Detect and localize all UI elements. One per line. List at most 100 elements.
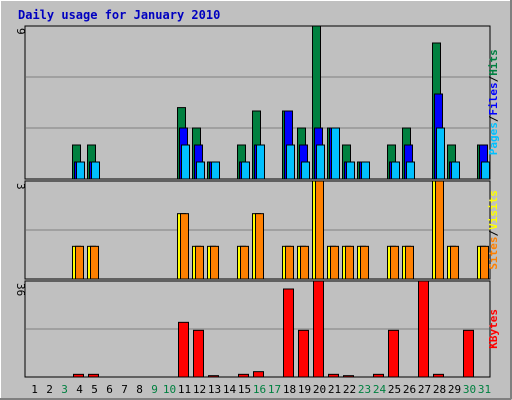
- x-tick-label: 26: [403, 383, 416, 396]
- pages-bar: [196, 161, 205, 180]
- pages-bar: [241, 161, 250, 180]
- pages-bar: [436, 127, 445, 180]
- sites-bar: [390, 245, 399, 280]
- pages-bar: [346, 161, 355, 180]
- ylabel-part: /: [487, 229, 500, 236]
- ylabel-part: /: [487, 75, 500, 82]
- pages-bar: [286, 144, 295, 180]
- pages-bar: [181, 144, 190, 180]
- ylabel-sites-visits: Sites/Visits: [487, 190, 500, 270]
- pages-bar: [361, 161, 370, 180]
- pages-bar: [256, 144, 265, 180]
- ymax-label-hits-files-pages: 9: [14, 28, 27, 35]
- x-tick-label: 15: [238, 383, 251, 396]
- kbytes-bar: [238, 373, 249, 378]
- sites-bar: [300, 245, 309, 280]
- x-tick-label: 21: [328, 383, 341, 396]
- pages-bar: [211, 161, 220, 180]
- x-tick-label: 4: [76, 383, 83, 396]
- x-tick-label: 8: [136, 383, 143, 396]
- kbytes-bar: [73, 373, 84, 378]
- ylabel-part: Hits: [487, 49, 500, 76]
- ylabel-part: Files: [487, 82, 500, 115]
- x-tick-label: 27: [418, 383, 431, 396]
- kbytes-bar: [418, 280, 429, 378]
- kbytes-bar: [433, 373, 444, 378]
- kbytes-bar: [193, 329, 204, 378]
- x-tick-label: 30: [463, 383, 476, 396]
- x-tick-label: 12: [193, 383, 206, 396]
- sites-bar: [405, 245, 414, 280]
- ylabel-hits-files-pages: Pages/Files/Hits: [487, 49, 500, 155]
- x-tick-label: 10: [163, 383, 176, 396]
- kbytes-bar: [88, 373, 99, 378]
- x-tick-label: 9: [151, 383, 158, 396]
- x-tick-label: 17: [268, 383, 281, 396]
- sites-bar: [330, 245, 339, 280]
- pages-bar: [91, 161, 100, 180]
- pages-bar: [451, 161, 460, 180]
- sites-bar: [240, 245, 249, 280]
- pages-bar: [481, 161, 490, 180]
- x-tick-label: 3: [61, 383, 68, 396]
- x-tick-label: 31: [478, 383, 491, 396]
- pages-bar: [316, 144, 325, 180]
- pages-bar: [331, 127, 340, 180]
- sites-bar: [435, 180, 444, 280]
- kbytes-bar: [283, 288, 294, 378]
- sites-bar: [180, 213, 189, 280]
- kbytes-bar: [298, 329, 309, 378]
- x-tick-label: 19: [298, 383, 311, 396]
- x-tick-label: 13: [208, 383, 221, 396]
- kbytes-bar: [253, 371, 264, 378]
- ylabel-part: Visits: [487, 190, 500, 230]
- ylabel-part: Sites: [487, 236, 500, 269]
- x-tick-label: 25: [388, 383, 401, 396]
- kbytes-bar: [373, 373, 384, 378]
- x-tick-label: 22: [343, 383, 356, 396]
- pages-bar: [76, 161, 85, 180]
- ylabel-part: /: [487, 115, 500, 122]
- sites-bar: [195, 245, 204, 280]
- kbytes-bar: [208, 375, 219, 378]
- sites-bar: [285, 245, 294, 280]
- sites-bar: [360, 245, 369, 280]
- ylabel-kbytes: KBytes: [487, 309, 500, 349]
- pages-bar: [391, 161, 400, 180]
- pages-bar: [301, 161, 310, 180]
- x-tick-label: 20: [313, 383, 326, 396]
- ymax-label-kbytes: 36: [14, 283, 27, 296]
- x-tick-label: 16: [253, 383, 266, 396]
- x-tick-label: 24: [373, 383, 387, 396]
- x-tick-label: 18: [283, 383, 296, 396]
- x-axis-labels: 1 2 3 4 5 6 7 8 9 10 11 12 13 14 15 16 17 18 19 20 21 22 23 24 2…: [31, 383, 491, 396]
- kbytes-bar: [343, 375, 354, 378]
- x-tick-label: 2: [46, 383, 53, 396]
- x-tick-label: 14: [223, 383, 237, 396]
- x-tick-label: 1: [31, 383, 38, 396]
- pages-bar: [406, 161, 415, 180]
- sites-bar: [90, 245, 99, 280]
- sites-bar: [480, 245, 489, 280]
- x-tick-label: 11: [178, 383, 191, 396]
- x-tick-label: 6: [106, 383, 113, 396]
- sites-bar: [315, 180, 324, 280]
- ylabel-part: Pages: [487, 122, 500, 155]
- kbytes-bar: [388, 329, 399, 378]
- kbytes-bar: [313, 280, 324, 378]
- x-tick-label: 23: [358, 383, 371, 396]
- sites-bar: [450, 245, 459, 280]
- sites-bar: [345, 245, 354, 280]
- kbytes-bar: [463, 329, 474, 378]
- x-tick-label: 28: [433, 383, 446, 396]
- sites-bar: [75, 245, 84, 280]
- sites-bar: [210, 245, 219, 280]
- ylabel-part: KBytes: [487, 309, 500, 349]
- x-tick-label: 7: [121, 383, 128, 396]
- ymax-label-sites-visits: 3: [14, 183, 27, 190]
- x-tick-label: 29: [448, 383, 461, 396]
- kbytes-bar: [178, 321, 189, 378]
- sites-bar: [255, 213, 264, 280]
